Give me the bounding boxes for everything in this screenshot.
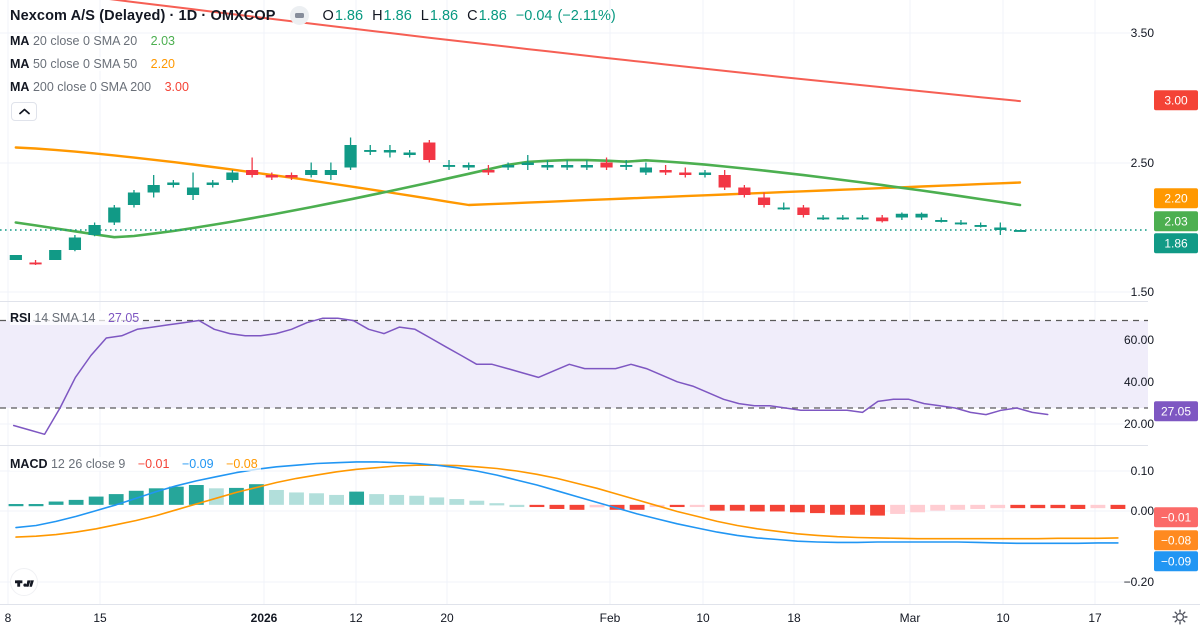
legend-macd-hist-value: −0.01 <box>137 457 170 471</box>
price-tick: 3.50 <box>1130 26 1154 40</box>
time-tick-label: Mar <box>899 611 921 625</box>
time-tick-label: Feb <box>599 611 621 625</box>
time-tick-label: 20 <box>440 611 454 625</box>
legend-rsi[interactable]: RSI 14 SMA 14 27.05 <box>10 311 143 325</box>
high-value: 1.86 <box>383 7 412 24</box>
gear-icon <box>1172 609 1188 625</box>
symbol-legend: Nexcom A/S (Delayed) · 1D · OMXCOP O 1.86… <box>10 6 616 25</box>
macd-badge[interactable]: −0.08 <box>1154 530 1198 550</box>
macd-badge[interactable]: −0.01 <box>1154 507 1198 527</box>
ohlc-values: O 1.86 H 1.86 L 1.86 C 1.86 −0.04 (−2.11%) <box>323 8 616 24</box>
close-value: 1.86 <box>478 7 507 24</box>
legend-rsi-value: 27.05 <box>107 311 140 325</box>
rsi-tick: 60.00 <box>1123 333 1154 347</box>
legend-macd-signal-value: −0.08 <box>226 457 258 471</box>
legend-ma20-params: 20 close 0 SMA 20 <box>32 34 138 48</box>
time-tick-label: 18 <box>787 611 801 625</box>
market-closed-dash-icon[interactable] <box>289 6 309 25</box>
price-badge[interactable]: 2.03 <box>1154 211 1198 231</box>
legend-macd[interactable]: MACD 12 26 close 9 −0.01 −0.09 −0.08 <box>10 457 261 471</box>
legend-ma20-value: 2.03 <box>150 34 175 48</box>
tradingview-mark <box>14 579 34 587</box>
time-tick-label: 12 <box>349 611 363 625</box>
change-percent: (−2.11%) <box>557 7 616 24</box>
macd-tick: −0.20 <box>1123 575 1154 589</box>
time-axis[interactable]: 8 15 2026 12 20 Feb 10 18 Mar 10 17 <box>0 604 1200 630</box>
close-label: C <box>467 7 478 24</box>
legend-rsi-name: RSI <box>10 311 31 325</box>
legend-ma50[interactable]: MA 50 close 0 SMA 50 2.20 <box>10 57 178 71</box>
macd-badge[interactable]: −0.09 <box>1154 551 1198 571</box>
legend-ma200-value: 3.00 <box>164 80 189 94</box>
time-tick-label: 15 <box>93 611 107 625</box>
price-badge[interactable]: 3.00 <box>1154 90 1198 110</box>
legend-macd-params: 12 26 close 9 <box>50 457 126 471</box>
price-badge[interactable]: 1.86 <box>1154 233 1198 253</box>
open-value: 1.86 <box>334 7 364 24</box>
chevron-up-icon <box>18 108 30 115</box>
price-badge[interactable]: 2.20 <box>1154 188 1198 208</box>
tradingview-logo-icon[interactable] <box>10 568 38 596</box>
price-tick: 1.50 <box>1130 285 1154 299</box>
legend-ma20[interactable]: MA 20 close 0 SMA 20 2.03 <box>10 34 178 48</box>
time-tick-label: 2026 <box>250 611 278 625</box>
time-tick-label: 17 <box>1088 611 1102 625</box>
legend-ma50-name: MA <box>10 57 30 71</box>
high-label: H <box>372 7 383 24</box>
macd-tick: 0.10 <box>1130 464 1154 478</box>
price-scale[interactable]: 3.50 2.50 1.50 60.00 40.00 20.00 0.10 0.00 −0.20… <box>1124 0 1200 604</box>
rsi-badge[interactable]: 27.05 <box>1154 401 1198 421</box>
legend-macd-line-value: −0.09 <box>181 457 214 471</box>
open-label: O <box>322 7 334 24</box>
price-tick: 2.50 <box>1130 156 1154 170</box>
chart-settings-button[interactable] <box>1172 609 1188 630</box>
low-label: L <box>420 7 429 24</box>
legend-ma50-params: 50 close 0 SMA 50 <box>32 57 138 71</box>
time-tick-label: 10 <box>696 611 710 625</box>
legend-ma200-params: 200 close 0 SMA 200 <box>32 80 152 94</box>
rsi-tick: 20.00 <box>1123 417 1154 431</box>
legend-ma200-name: MA <box>10 80 30 94</box>
low-value: 1.86 <box>429 7 459 24</box>
legend-rsi-params: 14 SMA 14 <box>34 311 96 325</box>
collapse-legend-button[interactable] <box>11 102 37 121</box>
rsi-tick: 40.00 <box>1123 375 1154 389</box>
legend-ma50-value: 2.20 <box>150 57 175 71</box>
time-tick-label: 10 <box>996 611 1010 625</box>
legend-ma200[interactable]: MA 200 close 0 SMA 200 3.00 <box>10 80 192 94</box>
symbol-title[interactable]: Nexcom A/S (Delayed) · 1D · OMXCOP <box>10 7 276 24</box>
legend-ma20-name: MA <box>10 34 30 48</box>
change-value: −0.04 <box>515 7 553 24</box>
legend-macd-name: MACD <box>10 457 48 471</box>
macd-tick: 0.00 <box>1130 504 1154 518</box>
time-tick-label: 8 <box>4 611 12 625</box>
